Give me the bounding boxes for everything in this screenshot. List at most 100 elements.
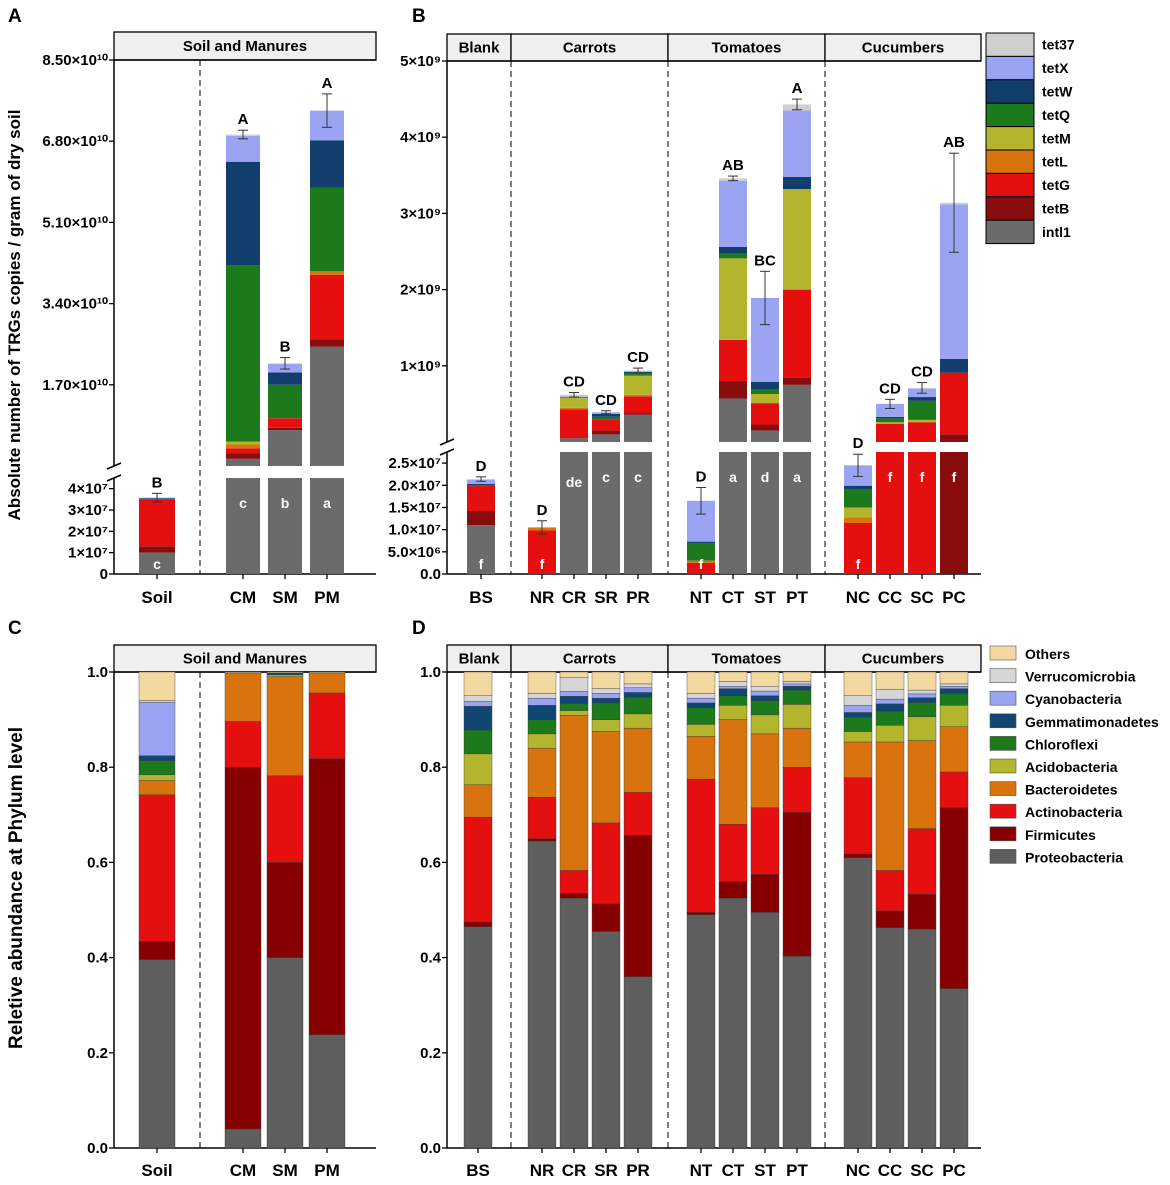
panel-b-sig-letter-nt: D [696, 468, 707, 485]
panel-b-bar-ct-tetq [719, 253, 747, 259]
panel-label-d: D [412, 618, 426, 639]
panel-b-bar-nc-tetw [844, 485, 872, 490]
panel-d-bar-pr-cyanobacteria [623, 687, 653, 693]
panel-b-bar-pt-tetm [783, 189, 811, 290]
panel-b-sig-letter-sr: CD [595, 392, 617, 409]
panel-label-b: B [412, 6, 426, 27]
panel-c-bar-pm-proteobacteria [308, 1034, 346, 1149]
panel-a-bar-sm-tetb [268, 427, 302, 431]
panel-c-bar-soil-gemmatimonadetes [138, 755, 176, 761]
panel-d-bar-nt-gemmatimonadetes [686, 702, 716, 708]
legend-swatch-cyanobacteria [989, 690, 1017, 706]
panel-d-bar-cc-chloroflexi [875, 710, 905, 726]
panel-b-group-title-tomatoes: Tomatoes [712, 40, 782, 57]
panel-b-bar-bs-tetb [467, 511, 495, 526]
panel-a-lower-tick-label: 3×10⁷ [68, 502, 108, 519]
panel-a-category-label-pm: PM [314, 588, 340, 607]
panel-b-lower-tick-label: 2.5×10⁷ [389, 455, 442, 472]
panel-d-y-tick-label: 0.0 [420, 1140, 441, 1157]
panel-c-y-tick-label: 1.0 [87, 664, 108, 681]
panel-b-category-label-sr: SR [594, 588, 618, 607]
panel-d-bar-sc-gemmatimonadetes [907, 697, 937, 703]
panel-b-bar-pr-base-segment [624, 452, 652, 574]
panel-b-bar-cr-tetb [560, 437, 588, 439]
panel-b-category-label-pr: PR [626, 588, 650, 607]
panel-c-bar-sm-acidobacteria [266, 674, 304, 677]
panel-d-bar-nt-proteobacteria [686, 914, 716, 1149]
panel-a-bar-soil-tetb [139, 546, 175, 553]
panel-d-bar-pt-firmicutes [782, 812, 812, 957]
panel-d-bar-nc-others [843, 671, 873, 696]
panel-d-category-label-bs: BS [466, 1161, 490, 1180]
panel-b-inner-label-nc: f [856, 556, 861, 572]
panel-b-bar-pr-tetg [624, 396, 652, 414]
panel-c-bar-soil-firmicutes [138, 941, 176, 960]
panel-a-category-label-soil: Soil [141, 588, 172, 607]
panel-a-axis-break-mark [106, 462, 122, 470]
panel-a-bar-cm-tetx [226, 135, 260, 162]
panel-b-category-label-nc: NC [846, 588, 871, 607]
panel-b-sig-letter-cr: CD [563, 373, 585, 390]
panel-c-category-label-soil: Soil [141, 1161, 172, 1180]
panel-b-category-label-pc: PC [942, 588, 966, 607]
panel-d-bar-sc-verrucomicrobia [907, 689, 937, 695]
panel-d-bar-pt-cyanobacteria [782, 683, 812, 687]
panel-b-inner-label-cc: f [888, 469, 893, 485]
panel-d-group-header-box-cucumbers [824, 644, 982, 673]
legend-swatch-bacteroidetes [989, 781, 1017, 796]
panel-d-bar-nc-bacteroidetes [843, 741, 873, 778]
panel-d-bar-ct-gemmatimonadetes [718, 688, 748, 696]
panel-d-bar-pc-bacteroidetes [939, 726, 969, 773]
panel-b-bar-st-tetq [751, 389, 779, 394]
panel-d-bar-st-firmicutes [750, 874, 780, 913]
panel-b-bar-sr-tetq [592, 416, 620, 420]
panel-d-bar-cc-firmicutes [875, 910, 905, 928]
panel-a-inner-label-sm: b [281, 495, 290, 511]
panel-c-y-tick-label: 0.2 [87, 1045, 108, 1062]
panel-d-bar-cc-cyanobacteria [875, 698, 905, 705]
panel-b-inner-label-sr: c [602, 469, 610, 485]
legend-swatch-gemmatimonadetes [989, 713, 1017, 729]
panel-b-bar-nr-tetg [528, 530, 556, 574]
panel-b-category-label-bs: BS [469, 588, 493, 607]
legend-label-tetq: tetQ [1042, 107, 1070, 123]
panel-d-bar-pr-proteobacteria [623, 976, 653, 1149]
panel-b-bar-cc-tetq [876, 418, 904, 423]
panel-d-bar-nc-cyanobacteria [843, 705, 873, 713]
panel-d-bar-st-verrucomicrobia [750, 686, 780, 692]
panel-c-y-tick-label: 0.0 [87, 1140, 108, 1157]
panel-d-bar-sc-cyanobacteria [907, 693, 937, 698]
panel-a-bar-cm-tetq [226, 265, 260, 442]
panel-d-bar-cr-cyanobacteria [559, 691, 589, 697]
panel-d-bar-bs-firmicutes [463, 921, 493, 927]
panel-d-bar-nc-gemmatimonadetes [843, 712, 873, 718]
panel-c-bar-pm-actinobacteria [308, 692, 346, 759]
panel-d-bar-st-acidobacteria [750, 714, 780, 735]
panel-d-bar-nc-chloroflexi [843, 717, 873, 732]
panel-b-group-title-blank: Blank [459, 40, 501, 57]
panel-c-category-label-pm: PM [314, 1161, 340, 1180]
panel-d-bar-sr-acidobacteria [591, 719, 621, 732]
panel-d-bar-bs-verrucomicrobia [463, 695, 493, 702]
panel-b-bar-bs-inti1 [467, 525, 495, 574]
panel-b-bar-st-base-segment [751, 452, 779, 574]
panel-d-bar-bs-acidobacteria [463, 753, 493, 786]
panel-d-bar-ct-firmicutes [718, 881, 748, 899]
panel-a-bar-cm-inti1 [226, 458, 260, 466]
panel-d-bar-pr-actinobacteria [623, 792, 653, 836]
panel-a-bar-sm-tetg [268, 418, 302, 428]
panel-a-bar-cm-tetb [226, 453, 260, 459]
panel-b-bar-sc-tetw [908, 397, 936, 401]
legend-swatch-verrucomicrobia [989, 668, 1017, 683]
panel-c-y-tick-label: 0.6 [87, 854, 108, 871]
panel-b-inner-label-pr: c [634, 469, 642, 485]
panel-b-upper-tick-label: 3×10⁹ [400, 205, 441, 222]
panel-d-bar-nt-firmicutes [686, 912, 716, 915]
panel-d-y-tick-label: 0.4 [420, 950, 442, 967]
panel-b-sig-letter-ct: AB [722, 157, 744, 174]
panel-d-bar-pt-actinobacteria [782, 767, 812, 813]
panel-b-bar-pr-tetm [624, 375, 652, 395]
panel-b-sig-letter-pr: CD [627, 349, 649, 366]
panel-b-bar-pt-inti1 [783, 384, 811, 442]
panel-b-bar-cc-tetx [876, 403, 904, 417]
